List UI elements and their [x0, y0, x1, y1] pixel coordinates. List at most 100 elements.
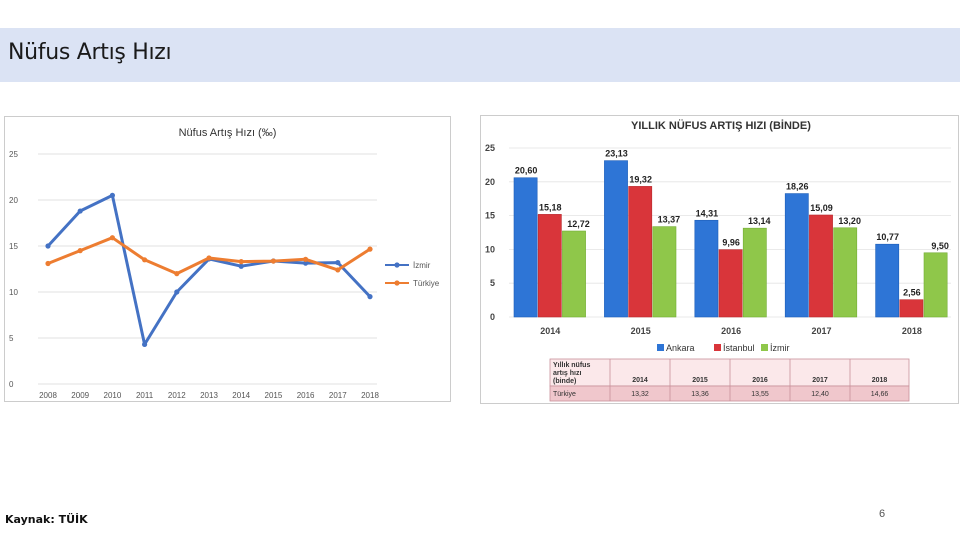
x-tick-label: 2014	[232, 391, 250, 400]
data-point	[367, 294, 373, 300]
y-tick-label: 25	[9, 150, 18, 159]
x-tick-label: 2014	[540, 326, 560, 336]
series-line-izmir	[46, 193, 372, 346]
data-point	[238, 259, 244, 265]
bar-izmir	[742, 227, 767, 318]
x-tick-label: 2017	[811, 326, 831, 336]
data-label: 18,26	[786, 182, 809, 192]
bar-ankara	[784, 193, 809, 318]
data-point	[109, 192, 115, 198]
bar-istanbul	[628, 186, 653, 318]
table-column-header: 2017	[812, 377, 828, 384]
x-tick-label: 2009	[71, 391, 89, 400]
x-tick-label: 2012	[168, 391, 186, 400]
data-point	[77, 208, 83, 214]
table-cell: 12,40	[811, 391, 829, 398]
bar-izmir	[833, 227, 858, 318]
y-tick-label: 5	[9, 334, 14, 343]
data-point	[335, 267, 341, 273]
data-point	[174, 289, 180, 295]
data-point	[335, 259, 341, 266]
bar-izmir	[562, 230, 586, 318]
table-header-row	[549, 358, 910, 387]
data-point	[77, 248, 83, 254]
legend-label: Ankara	[666, 343, 695, 353]
line-chart-panel: Nüfus Artış Hızı (‰) 0 5 10 15 20 25 2008 2009 20…	[4, 116, 451, 402]
legend-swatch	[761, 344, 768, 351]
y-tick-label: 25	[485, 143, 495, 153]
bar-chart: YILLIK NÜFUS ARTIŞ HIZI (BİNDE) 0 5 10 15 20 2…	[485, 119, 951, 402]
bar-izmir	[652, 226, 677, 318]
data-point	[303, 260, 309, 266]
table-column-header: 2015	[692, 377, 708, 384]
bar-ankara	[513, 177, 538, 318]
data-point	[142, 257, 148, 263]
data-label: 13,14	[748, 216, 771, 226]
data-label: 2,56	[903, 288, 921, 298]
legend-marker	[394, 280, 400, 286]
x-tick-label: 2013	[200, 391, 218, 400]
data-label: 15,18	[539, 202, 562, 212]
table-row-label: Türkiye	[553, 391, 576, 398]
y-tick-label: 15	[9, 242, 18, 251]
bar-istanbul	[899, 299, 924, 318]
bar-istanbul	[718, 249, 743, 318]
data-point	[142, 341, 148, 348]
data-point	[45, 260, 51, 267]
data-point	[238, 263, 244, 269]
page-title: Nüfus Artış Hızı	[8, 40, 172, 65]
bar-ankara	[604, 160, 628, 318]
y-tick-label: 20	[9, 196, 18, 205]
legend-label: İstanbul	[723, 343, 755, 353]
table-header-label: Yıllık nüfus	[553, 362, 590, 369]
data-label: 12,72	[567, 219, 590, 229]
bar-chart-panel: YILLIK NÜFUS ARTIŞ HIZI (BİNDE) 0 5 10 15 20 2…	[480, 115, 959, 404]
table-column-header: 2018	[872, 377, 888, 384]
y-tick-label: 20	[485, 177, 495, 187]
table-header-label: (binde)	[553, 378, 576, 385]
bar-izmir	[923, 252, 948, 318]
legend-label: İzmir	[770, 343, 790, 353]
data-point	[174, 271, 180, 277]
x-tick-label: 2018	[902, 326, 922, 336]
y-tick-label: 10	[485, 244, 495, 254]
data-label: 13,37	[658, 215, 681, 225]
bar-ankara	[875, 243, 900, 318]
data-point	[367, 246, 373, 252]
data-label: 14,31	[696, 208, 719, 218]
line-chart: Nüfus Artış Hızı (‰) 0 5 10 15 20 25 2008 2009 20…	[9, 127, 440, 400]
bar-istanbul	[809, 214, 833, 318]
bar-ankara	[694, 219, 719, 318]
x-tick-label: 2017	[329, 391, 347, 400]
table-column-header: 2016	[752, 377, 768, 384]
legend-label: Türkiye	[413, 279, 440, 288]
y-tick-label: 5	[490, 278, 495, 288]
bar-chart-title: YILLIK NÜFUS ARTIŞ HIZI (BİNDE)	[631, 119, 811, 132]
data-label: 9,96	[722, 238, 740, 248]
table-cell: 13,32	[631, 391, 649, 398]
y-tick-label: 10	[9, 288, 18, 297]
legend-marker	[394, 262, 400, 268]
legend-swatch	[714, 344, 721, 351]
data-point	[303, 256, 309, 262]
data-point	[45, 243, 51, 249]
x-tick-label: 2016	[721, 326, 741, 336]
data-label: 9,50	[931, 241, 949, 251]
table-column-header: 2014	[632, 377, 648, 384]
data-label: 15,09	[810, 203, 833, 213]
data-label: 23,13	[605, 149, 628, 159]
data-point	[270, 258, 276, 264]
table-data-row	[549, 385, 910, 402]
y-tick-label: 0	[490, 312, 495, 322]
y-tick-label: 15	[485, 211, 495, 221]
data-label: 10,77	[876, 232, 899, 242]
x-tick-label: 2015	[631, 326, 651, 336]
legend-swatch	[657, 344, 664, 351]
x-tick-label: 2008	[39, 391, 57, 400]
data-label: 20,60	[515, 166, 538, 176]
x-tick-label: 2016	[297, 391, 315, 400]
table-header-label: artış hızı	[553, 370, 581, 377]
bar-istanbul	[537, 214, 562, 318]
x-tick-label: 2011	[136, 391, 154, 400]
table-cell: 14,66	[871, 391, 889, 398]
